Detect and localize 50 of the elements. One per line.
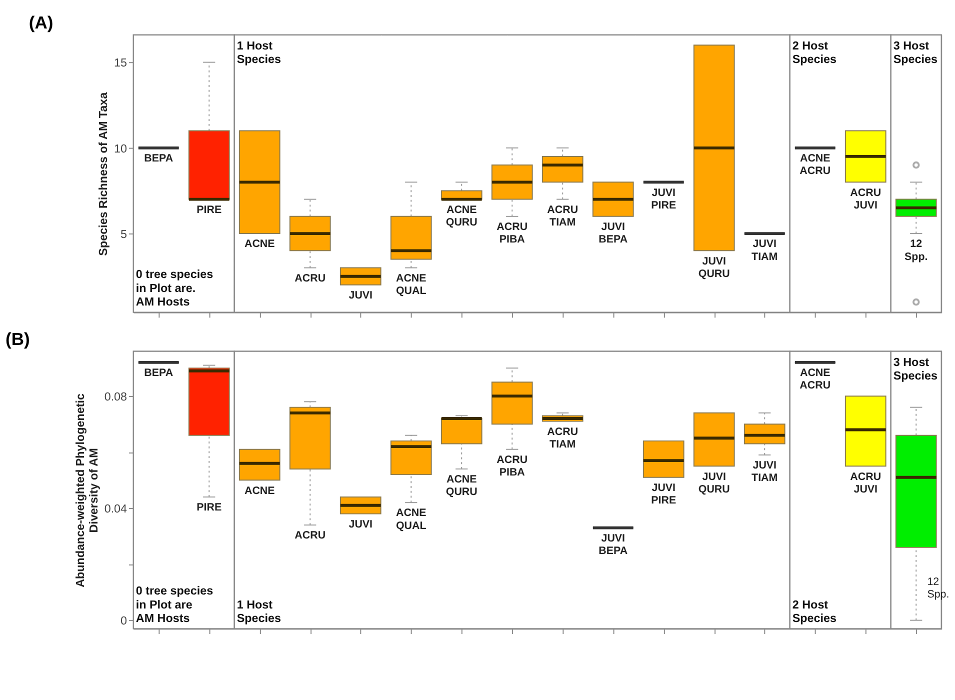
band-label: 1 Host Species bbox=[236, 39, 282, 66]
band-label: 2 Host Species bbox=[792, 39, 838, 66]
x-tick-label: ACNE ACRU bbox=[800, 152, 831, 178]
y-axis-title: Species Richness of AM Taxa bbox=[97, 92, 110, 256]
chart-title: (A) bbox=[28, 12, 54, 32]
band-label: 1 Host Species bbox=[236, 598, 282, 625]
x-tick-label: ACRU PIBA bbox=[496, 454, 528, 479]
band-label: 2 Host Species bbox=[792, 598, 838, 625]
x-tick-label: PIRE bbox=[196, 204, 222, 216]
x-tick-label: JUVI TIAM bbox=[752, 238, 778, 263]
band-label: 0 tree species in Plot are. AM Hosts bbox=[136, 268, 214, 309]
y-tick-label: 0.08 bbox=[104, 390, 128, 404]
x-tick-label: JUVI TIAM bbox=[752, 460, 778, 484]
x-tick-label: ACRU bbox=[294, 272, 326, 284]
x-tick-label: ACRU TIAM bbox=[547, 426, 578, 451]
x-tick-label: JUVI BEPA bbox=[598, 221, 628, 246]
x-tick-label: ACRU bbox=[294, 530, 326, 542]
y-axis-title: Abundance-weighted Phylogenetic Diversity of AM bbox=[74, 393, 100, 588]
x-tick-label: JUVI QURU bbox=[698, 255, 730, 280]
x-tick-label: ACNE bbox=[244, 238, 275, 250]
x-tick-label: PIRE bbox=[196, 502, 222, 514]
x-tick-label: ACNE QUAL bbox=[396, 272, 427, 298]
x-tick-label: ACNE QUAL bbox=[396, 507, 427, 532]
x-tick-label: ACNE bbox=[244, 484, 275, 497]
x-tick-label: 12 Spp. bbox=[927, 576, 950, 601]
band-label: 3 Host Species bbox=[893, 356, 938, 382]
y-tick-label: 0 bbox=[120, 614, 128, 628]
x-tick-label: JUVI PIRE bbox=[651, 482, 676, 507]
x-tick-label: BEPA bbox=[144, 367, 174, 380]
band-label: 3 Host Species bbox=[893, 39, 938, 66]
x-tick-label: JUVI PIRE bbox=[651, 186, 676, 212]
x-tick-label: JUVI bbox=[348, 518, 373, 530]
x-tick-label: JUVI BEPA bbox=[598, 532, 628, 558]
y-tick-label: 10 bbox=[114, 142, 128, 156]
x-tick-label: ACRU PIBA bbox=[496, 221, 528, 246]
y-tick-label: 15 bbox=[114, 56, 128, 70]
x-tick-label: ACRU TIAM bbox=[547, 204, 578, 229]
x-tick-label: BEPA bbox=[144, 152, 174, 165]
chart-title: (B) bbox=[5, 328, 30, 349]
x-tick-label: ACNE QURU bbox=[446, 204, 478, 229]
x-tick-label: ACNE QURU bbox=[446, 474, 478, 498]
y-tick-label: 5 bbox=[120, 228, 128, 241]
x-tick-label: JUVI bbox=[348, 290, 373, 302]
x-tick-label: 12 Spp. bbox=[904, 238, 928, 263]
y-tick-label: 0.04 bbox=[104, 502, 128, 516]
x-tick-label: ACRU JUVI bbox=[850, 470, 882, 496]
x-tick-label: JUVI QURU bbox=[698, 470, 730, 496]
band-label: 0 tree species in Plot are AM Hosts bbox=[136, 584, 214, 625]
x-tick-label: ACNE ACRU bbox=[800, 367, 831, 392]
x-tick-label: ACRU JUVI bbox=[850, 186, 882, 212]
